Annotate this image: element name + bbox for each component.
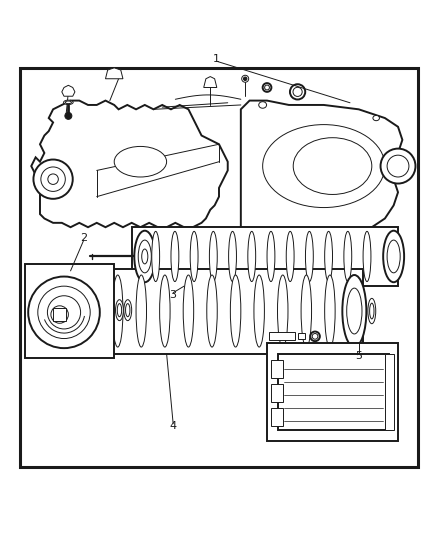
Polygon shape bbox=[204, 77, 217, 87]
Ellipse shape bbox=[387, 240, 400, 273]
Ellipse shape bbox=[265, 85, 269, 90]
Ellipse shape bbox=[263, 83, 272, 92]
Ellipse shape bbox=[325, 275, 335, 347]
Ellipse shape bbox=[229, 231, 237, 281]
Ellipse shape bbox=[347, 288, 362, 334]
Ellipse shape bbox=[343, 275, 366, 347]
Ellipse shape bbox=[310, 332, 320, 341]
Ellipse shape bbox=[254, 275, 265, 347]
Ellipse shape bbox=[65, 101, 71, 103]
Text: 5: 5 bbox=[355, 351, 362, 361]
Text: 3: 3 bbox=[170, 290, 177, 300]
Ellipse shape bbox=[286, 231, 294, 281]
Ellipse shape bbox=[116, 300, 124, 321]
Bar bbox=[385, 354, 394, 430]
Ellipse shape bbox=[136, 275, 147, 347]
Ellipse shape bbox=[183, 275, 194, 347]
Ellipse shape bbox=[88, 285, 110, 337]
Ellipse shape bbox=[152, 231, 159, 281]
Ellipse shape bbox=[312, 334, 318, 339]
Ellipse shape bbox=[138, 240, 151, 273]
Circle shape bbox=[48, 174, 58, 184]
Ellipse shape bbox=[84, 274, 114, 348]
Ellipse shape bbox=[278, 275, 288, 347]
Ellipse shape bbox=[301, 275, 311, 347]
Ellipse shape bbox=[290, 84, 305, 100]
Ellipse shape bbox=[363, 231, 371, 281]
Circle shape bbox=[65, 112, 72, 119]
Ellipse shape bbox=[293, 87, 302, 96]
Bar bbox=[25, 264, 114, 358]
Bar bbox=[271, 408, 283, 426]
Ellipse shape bbox=[267, 231, 275, 281]
Bar bbox=[269, 332, 295, 340]
Bar bbox=[271, 384, 283, 402]
Ellipse shape bbox=[370, 303, 374, 319]
Circle shape bbox=[38, 286, 90, 338]
Ellipse shape bbox=[126, 304, 130, 317]
Ellipse shape bbox=[159, 275, 170, 347]
Ellipse shape bbox=[305, 231, 313, 281]
Ellipse shape bbox=[113, 275, 123, 347]
Ellipse shape bbox=[383, 231, 404, 282]
Polygon shape bbox=[106, 68, 123, 79]
Circle shape bbox=[47, 296, 81, 329]
Bar bbox=[53, 308, 66, 321]
Ellipse shape bbox=[190, 231, 198, 281]
Text: 2: 2 bbox=[80, 233, 87, 243]
Bar bbox=[271, 360, 283, 378]
Polygon shape bbox=[31, 101, 228, 227]
Ellipse shape bbox=[293, 138, 372, 195]
Circle shape bbox=[247, 246, 252, 252]
Circle shape bbox=[41, 167, 65, 191]
Ellipse shape bbox=[124, 300, 132, 321]
Ellipse shape bbox=[263, 125, 385, 207]
Ellipse shape bbox=[64, 100, 73, 104]
Circle shape bbox=[242, 75, 249, 82]
Bar bbox=[298, 333, 304, 339]
Ellipse shape bbox=[325, 231, 332, 281]
Circle shape bbox=[381, 149, 416, 183]
Circle shape bbox=[33, 159, 73, 199]
Ellipse shape bbox=[344, 231, 352, 281]
Ellipse shape bbox=[142, 249, 148, 264]
Bar bbox=[267, 343, 398, 441]
Ellipse shape bbox=[209, 231, 217, 281]
Ellipse shape bbox=[93, 296, 105, 326]
Polygon shape bbox=[241, 101, 403, 231]
Ellipse shape bbox=[171, 231, 179, 281]
Text: 4: 4 bbox=[170, 421, 177, 431]
Text: 1: 1 bbox=[213, 54, 220, 64]
Ellipse shape bbox=[134, 231, 155, 282]
Ellipse shape bbox=[248, 231, 256, 281]
Ellipse shape bbox=[207, 275, 217, 347]
Ellipse shape bbox=[373, 116, 379, 120]
Bar bbox=[84, 269, 363, 354]
Circle shape bbox=[28, 277, 100, 348]
Ellipse shape bbox=[259, 102, 267, 108]
Bar bbox=[132, 227, 398, 286]
Ellipse shape bbox=[368, 298, 376, 324]
Circle shape bbox=[387, 155, 409, 177]
Circle shape bbox=[51, 306, 68, 323]
Ellipse shape bbox=[117, 304, 122, 317]
Ellipse shape bbox=[114, 147, 166, 177]
Circle shape bbox=[244, 77, 247, 80]
Polygon shape bbox=[62, 85, 75, 96]
Bar bbox=[278, 354, 389, 430]
Ellipse shape bbox=[230, 275, 241, 347]
